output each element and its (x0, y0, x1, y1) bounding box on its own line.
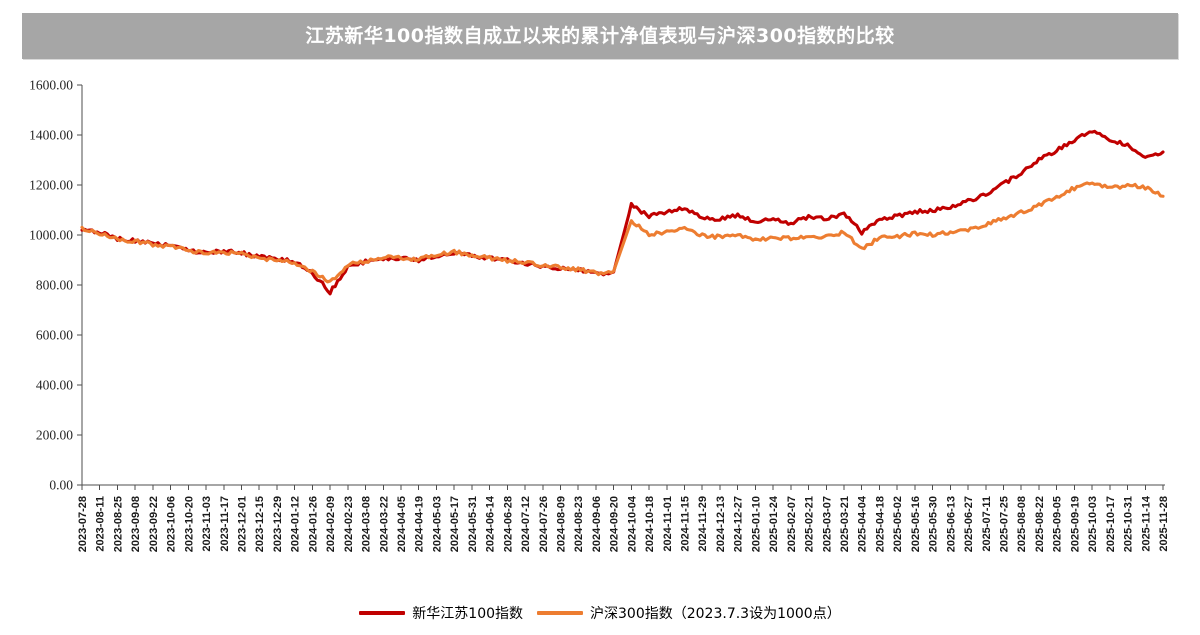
x-axis-tick-label: 2024-02-23 (343, 496, 355, 552)
x-axis-tick-label: 2024-05-17 (449, 496, 461, 552)
x-axis-tick-label: 2024-08-23 (573, 496, 585, 552)
x-axis-tick-label: 2025-09-05 (1052, 496, 1064, 552)
x-axis-tick-label: 2024-07-26 (538, 496, 550, 552)
x-axis-tick-label: 2024-06-28 (502, 496, 514, 552)
legend-label: 沪深300指数（2023.7.3设为1000点） (590, 606, 841, 622)
x-axis-tick-label: 2025-10-31 (1123, 496, 1135, 552)
chart-title-banner: 江苏新华100指数自成立以来的累计净值表现与沪深300指数的比较 (22, 13, 1178, 59)
y-axis-tick-label: 600.00 (36, 328, 73, 343)
legend-hs300[interactable]: 沪深300指数（2023.7.3设为1000点） (537, 603, 841, 623)
x-axis-tick-label: 2024-08-09 (555, 496, 567, 552)
x-axis-tick-label: 2024-07-12 (520, 496, 532, 552)
x-axis-tick-label: 2025-01-24 (768, 495, 780, 552)
y-axis-tick-label: 1200.00 (29, 178, 73, 193)
x-axis-tick-label: 2025-06-27 (963, 496, 975, 552)
x-axis-tick-label: 2025-08-22 (1034, 496, 1046, 552)
x-axis-tick-label: 2025-11-28 (1158, 496, 1170, 552)
x-axis-tick-label: 2023-07-28 (77, 496, 89, 552)
x-axis-tick-label: 2025-05-16 (910, 496, 922, 552)
chart-legend: 新华江苏100指数 沪深300指数（2023.7.3设为1000点） (0, 598, 1200, 628)
y-axis: 0.00 200.00 400.00 600.00 800.00 1000.00 1200.… (29, 78, 83, 493)
x-axis-tick-label: 2023-09-08 (130, 496, 142, 552)
x-axis-tick-label: 2025-10-17 (1105, 496, 1117, 552)
x-axis-tick-label: 2025-01-10 (750, 496, 762, 552)
x-axis-tick-label: 2023-10-20 (183, 496, 195, 552)
x-axis-tick-label: 2025-10-03 (1087, 496, 1099, 552)
x-axis-tick-label: 2024-01-12 (290, 496, 302, 552)
x-axis-tick-label: 2023-08-25 (112, 496, 124, 552)
y-axis-tick-label: 0.00 (49, 478, 73, 493)
x-axis-tick-label: 2025-02-21 (804, 496, 816, 552)
x-axis-tick-label: 2023-09-22 (148, 496, 160, 552)
x-axis-tick-label: 2024-10-04 (626, 495, 638, 552)
x-axis-tick-label: 2024-09-06 (591, 496, 603, 552)
x-axis-tick-label: 2024-11-29 (697, 496, 709, 552)
x-axis-tick-label: 2025-05-02 (892, 496, 904, 552)
x-axis-tick-label: 2024-04-05 (396, 496, 408, 552)
x-axis-tick-label: 2023-12-01 (236, 496, 248, 552)
x-axis-tick-label: 2025-03-07 (821, 496, 833, 552)
x-axis-tick-label: 2024-06-14 (485, 495, 497, 552)
legend-color-swatch (359, 611, 406, 615)
x-axis-tick-label: 2025-07-11 (981, 496, 993, 552)
x-axis-tick-label: 2023-10-06 (166, 496, 178, 552)
x-axis-tick-label: 2023-11-17 (219, 496, 231, 552)
x-axis-tick-label: 2024-02-09 (325, 496, 337, 552)
x-axis-tick-label: 2024-04-19 (414, 496, 426, 552)
x-axis-tick-label: 2025-09-19 (1069, 496, 1081, 552)
x-axis-tick-label: 2024-03-08 (361, 496, 373, 552)
legend-color-swatch (537, 611, 584, 615)
x-axis-tick-label: 2025-08-08 (1016, 496, 1028, 552)
x-axis-tick-label: 2024-01-26 (307, 496, 319, 552)
x-axis-tick-label: 2024-05-03 (431, 496, 443, 552)
series-line-1 (80, 129, 1165, 296)
x-axis: 2023-07-28 2023-08-11 2023-08-25 2023-09-08… (77, 484, 1170, 552)
x-axis-tick-label: 2023-12-15 (254, 496, 266, 552)
x-axis-tick-label: 2024-12-13 (715, 496, 727, 552)
x-axis-tick-label: 2025-05-30 (928, 496, 940, 552)
y-axis-tick-label: 200.00 (36, 428, 73, 443)
y-axis-tick-label: 1400.00 (29, 128, 73, 143)
x-axis-tick-label: 2024-11-01 (662, 496, 674, 552)
x-axis-tick-label: 2025-06-13 (945, 496, 957, 552)
x-axis-tick-label: 2025-07-25 (999, 496, 1011, 552)
x-axis-tick-label: 2025-04-04 (857, 495, 869, 552)
series-lines (80, 129, 1165, 296)
y-axis-tick-label: 1000.00 (29, 228, 73, 243)
x-axis-tick-label: 2025-02-07 (786, 496, 798, 552)
x-axis-tick-label: 2024-11-15 (680, 496, 692, 552)
x-axis-tick-label: 2023-12-29 (272, 496, 284, 552)
x-axis-tick-label: 2024-03-22 (378, 496, 390, 552)
y-axis-tick-label: 1600.00 (29, 78, 73, 93)
x-axis-tick-label: 2025-04-18 (874, 496, 886, 552)
x-axis-tick-label: 2023-08-11 (95, 496, 107, 552)
legend-label: 新华江苏100指数 (412, 606, 524, 622)
x-axis-tick-label: 2024-10-18 (644, 496, 656, 552)
y-axis-tick-label: 400.00 (36, 378, 73, 393)
series-line-2 (80, 181, 1165, 284)
x-axis-tick-label: 2025-03-21 (839, 496, 851, 552)
legend-xinhua-jiangsu-100[interactable]: 新华江苏100指数 (359, 603, 523, 623)
x-axis-tick-label: 2023-11-03 (201, 496, 213, 552)
x-axis-tick-label: 2024-09-20 (609, 496, 621, 552)
x-axis-tick-label: 2024-12-27 (733, 496, 745, 552)
x-axis-tick-label: 2025-11-14 (1140, 495, 1152, 552)
x-axis-tick-label: 2024-05-31 (467, 496, 479, 552)
page-title: 江苏新华100指数自成立以来的累计净值表现与沪深300指数的比较 (305, 25, 895, 47)
y-axis-tick-label: 800.00 (36, 278, 73, 293)
